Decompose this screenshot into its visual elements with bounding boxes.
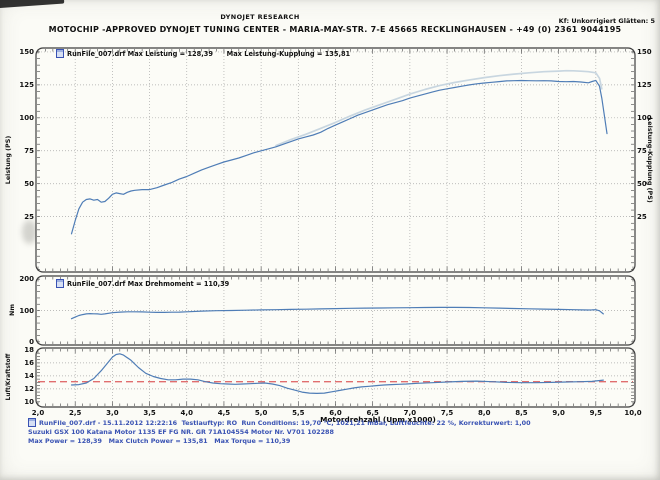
runfile-icon <box>28 418 36 427</box>
x-tick-label: 3,0 <box>106 409 119 417</box>
y-tick-label: 0 <box>29 337 34 346</box>
y-tick-label: 10 <box>24 397 34 406</box>
y-tick-label: 100 <box>19 306 34 315</box>
vehicle-info-line: Suzuki GSX 100 Katana Motor 1135 EF FG N… <box>28 428 334 436</box>
x-tick-label: 7,0 <box>403 409 417 417</box>
panel-0 <box>35 47 636 273</box>
y-tick-label: 150 <box>19 47 34 56</box>
x-tick-label: 2,5 <box>68 409 82 417</box>
x-tick-label: 10,0 <box>624 409 642 417</box>
power-legend: RunFile_007.drf Max Leistung = 128,39 Ma… <box>56 49 350 58</box>
runfile-icon <box>56 49 64 58</box>
x-tick-label: 6,0 <box>329 409 342 417</box>
y-tick-label: 50 <box>24 179 34 188</box>
x-tick-label: 8,0 <box>478 409 491 417</box>
y-tick-label-right: 50 <box>637 179 647 188</box>
max-values-text: Max Power = 128,39 Max Clutch Power = 13… <box>28 437 291 445</box>
y-tick-label: 25 <box>24 212 34 221</box>
y-tick-label: 125 <box>19 80 34 89</box>
luft-kraftstoff-curve <box>70 353 604 394</box>
panel-2 <box>35 347 636 408</box>
clutch-power-axis-label: Leistung-Kupplung (PS) <box>646 117 654 203</box>
drehmoment-curve <box>70 306 604 320</box>
rpm-axis-title: Motordrehzahl (Upm x1000) <box>320 415 436 424</box>
torque-legend-text: RunFile_007.drf Max Drehmoment = 110,39 <box>67 279 230 288</box>
vehicle-info-text: Suzuki GSX 100 Katana Motor 1135 EF FG N… <box>28 427 334 436</box>
run-info-line: RunFile_007.drf - 15.11.2012 12:22:16 Te… <box>28 418 531 427</box>
y-tick-label: 12 <box>24 384 34 393</box>
max-values-line: Max Power = 128,39 Max Clutch Power = 13… <box>28 437 290 445</box>
y-tick-label-right: 150 <box>637 47 652 56</box>
tuning-center-title: MOTOCHIP -APPROVED DYNOJET TUNING CENTER… <box>48 25 622 34</box>
runfile-icon <box>56 279 64 288</box>
x-tick-label: 8,5 <box>515 409 528 417</box>
torque-legend: RunFile_007.drf Max Drehmoment = 110,39 <box>56 279 229 288</box>
x-tick-label: 9,0 <box>552 409 565 417</box>
run-info-text: RunFile_007.drf - 15.11.2012 12:22:16 Te… <box>39 418 531 427</box>
x-tick-label: 6,5 <box>366 409 379 417</box>
power-axis-label: Leistung (PS) <box>4 135 12 185</box>
x-tick-label: 3,5 <box>143 409 156 417</box>
panel-frame <box>35 47 636 273</box>
y-tick-label-right: 100 <box>637 113 652 122</box>
y-tick-label: 14 <box>24 371 34 380</box>
y-tick-label-right: 75 <box>637 146 647 155</box>
power-legend-text: RunFile_007.drf Max Leistung = 128,39 Ma… <box>67 49 351 58</box>
y-tick-label: 100 <box>19 113 34 122</box>
y-tick-label: 18 <box>24 345 34 354</box>
panel-1 <box>35 275 636 346</box>
scan-smudge <box>22 220 37 244</box>
y-tick-label: 200 <box>19 275 34 284</box>
correction-factor-note: Kf: Unkorrigiert Glätten: 5 <box>558 17 655 25</box>
x-tick-label: 9,5 <box>589 409 603 417</box>
leistung-curve <box>70 79 608 235</box>
y-tick-label: 16 <box>24 358 34 367</box>
dynojet-research-header: DYNOJET RESEARCH <box>220 13 300 21</box>
x-tick-label: 2,0 <box>31 409 45 417</box>
y-tick-label-right: 25 <box>637 212 647 221</box>
y-tick-label: 75 <box>24 146 34 155</box>
y-tick-label-right: 125 <box>637 80 652 89</box>
x-tick-label: 5,5 <box>292 409 305 417</box>
x-tick-label: 5,0 <box>254 409 268 417</box>
x-tick-label: 4,5 <box>217 409 231 417</box>
x-tick-label: 4,0 <box>180 409 193 417</box>
leistung-kupplung-curve <box>275 69 603 147</box>
x-tick-label: 7,5 <box>440 409 454 417</box>
